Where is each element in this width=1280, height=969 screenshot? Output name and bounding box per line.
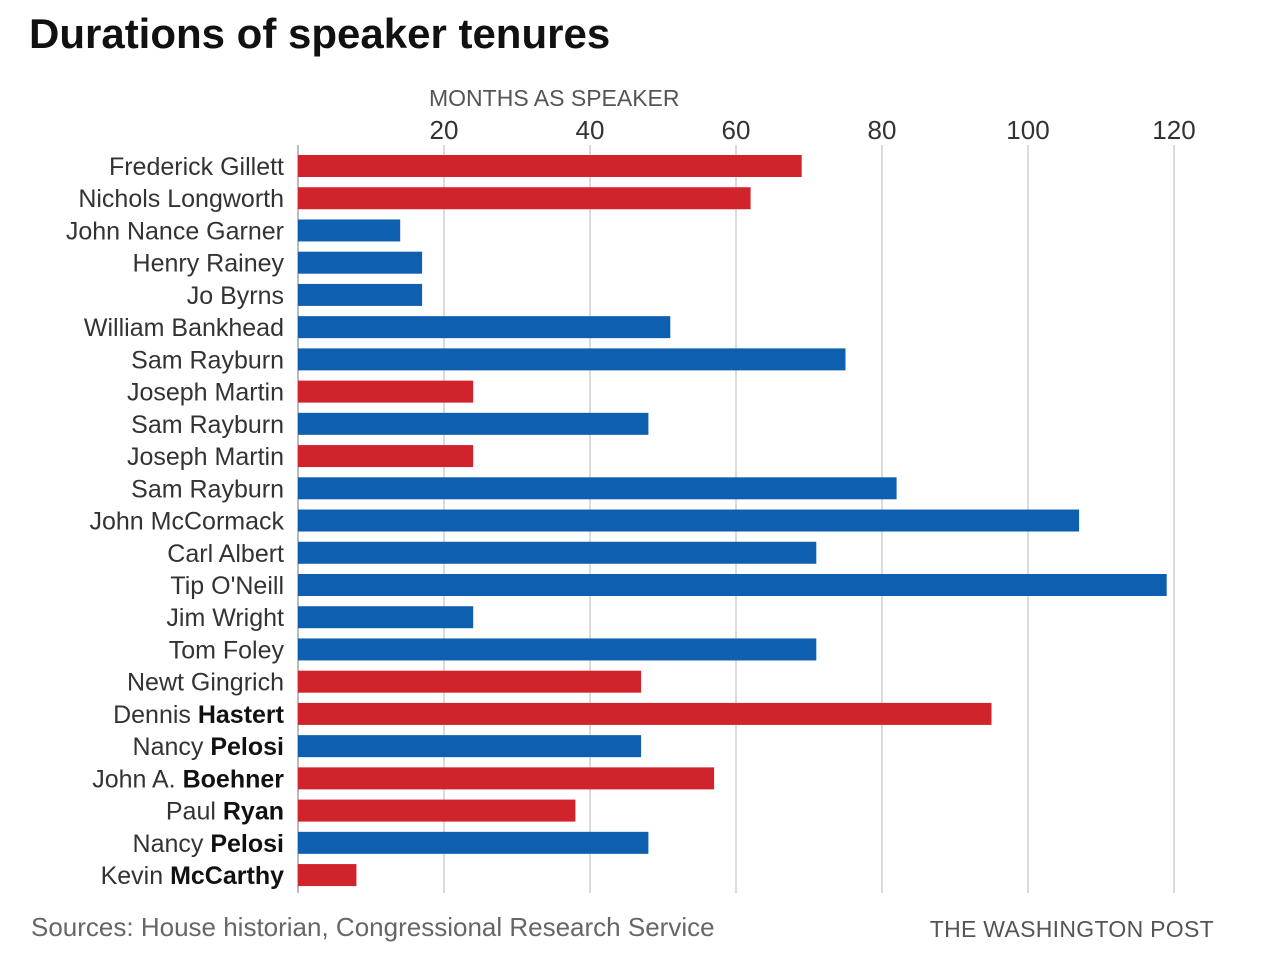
chart-title: Durations of speaker tenures xyxy=(29,10,611,57)
bar xyxy=(298,251,423,274)
category-label: John Nance Garner xyxy=(66,217,284,245)
x-tick-label: 60 xyxy=(722,115,751,145)
bar xyxy=(298,445,474,468)
publisher-credit: THE WASHINGTON POST xyxy=(929,916,1214,942)
bar xyxy=(298,283,423,306)
bar xyxy=(298,316,671,339)
category-label: Nancy Pelosi xyxy=(133,733,284,761)
category-label: William Bankhead xyxy=(84,314,284,342)
category-label-first: Tip O'Neill xyxy=(170,572,284,600)
category-label: Paul Ryan xyxy=(166,798,284,826)
bar xyxy=(298,735,642,758)
category-label: Jim Wright xyxy=(166,604,284,632)
category-label-first: John A. xyxy=(92,765,182,793)
category-label: Joseph Martin xyxy=(127,379,284,407)
category-label-first: Kevin xyxy=(101,862,170,890)
category-label-first: Nancy xyxy=(133,733,211,761)
category-label-last: Pelosi xyxy=(210,733,284,761)
bar xyxy=(298,573,1167,596)
category-label: John McCormack xyxy=(90,508,285,536)
category-label-first: Newt Gingrich xyxy=(127,669,284,697)
category-label-first: John McCormack xyxy=(90,508,285,536)
category-label: Sam Rayburn xyxy=(131,346,284,374)
category-label-last: Pelosi xyxy=(210,830,284,858)
category-label-first: Joseph Martin xyxy=(127,443,284,471)
category-label-first: Sam Rayburn xyxy=(131,411,284,439)
category-label-first: Frederick Gillett xyxy=(109,153,284,181)
x-axis-label: MONTHS AS SPEAKER xyxy=(429,85,680,111)
category-label: Jo Byrns xyxy=(187,282,284,310)
category-label: Joseph Martin xyxy=(127,443,284,471)
category-label: Sam Rayburn xyxy=(131,475,284,503)
category-label-last: Hastert xyxy=(198,701,285,729)
category-label: Henry Rainey xyxy=(133,250,285,278)
x-tick-label: 40 xyxy=(576,115,605,145)
category-label-first: William Bankhead xyxy=(84,314,284,342)
bar xyxy=(298,606,474,629)
category-label: Carl Albert xyxy=(167,540,284,568)
x-tick-label: 80 xyxy=(868,115,897,145)
bar xyxy=(298,638,817,661)
bar xyxy=(298,380,474,403)
bar xyxy=(298,670,642,693)
category-label: Newt Gingrich xyxy=(127,669,284,697)
bar xyxy=(298,477,897,500)
x-tick-label: 20 xyxy=(430,115,459,145)
category-label: Frederick Gillett xyxy=(109,153,284,181)
category-label-first: Dennis xyxy=(113,701,198,729)
bar xyxy=(298,767,715,790)
category-label: Dennis Hastert xyxy=(113,701,285,729)
category-label-first: Sam Rayburn xyxy=(131,346,284,374)
x-tick-label: 120 xyxy=(1152,115,1195,145)
bar xyxy=(298,155,802,177)
category-label-first: Henry Rainey xyxy=(133,250,285,278)
category-label-first: Nichols Longworth xyxy=(78,185,284,213)
bar xyxy=(298,541,817,564)
category-label: Sam Rayburn xyxy=(131,411,284,439)
category-label: John A. Boehner xyxy=(92,765,284,793)
category-label-first: Tom Foley xyxy=(169,636,285,664)
bar xyxy=(298,864,357,887)
bar xyxy=(298,509,1080,532)
category-label-first: Nancy xyxy=(133,830,211,858)
sources-note: Sources: House historian, Congressional … xyxy=(31,912,715,942)
category-label-first: Paul xyxy=(166,798,223,826)
category-label: Tip O'Neill xyxy=(170,572,284,600)
bar xyxy=(298,219,401,242)
bar xyxy=(298,799,576,822)
category-label-last: Ryan xyxy=(223,798,284,826)
category-label-first: John Nance Garner xyxy=(66,217,284,245)
category-label-first: Joseph Martin xyxy=(127,379,284,407)
category-label-first: Carl Albert xyxy=(167,540,284,568)
category-label-first: Jim Wright xyxy=(166,604,284,632)
category-label: Kevin McCarthy xyxy=(101,862,284,890)
bar xyxy=(298,702,992,725)
bar xyxy=(298,412,649,435)
category-label-last: Boehner xyxy=(183,765,285,793)
bar xyxy=(298,348,846,371)
bar xyxy=(298,831,649,854)
x-tick-label: 100 xyxy=(1006,115,1049,145)
bar xyxy=(298,187,751,210)
category-label: Nichols Longworth xyxy=(78,185,284,213)
category-label-first: Jo Byrns xyxy=(187,282,284,310)
category-label-first: Sam Rayburn xyxy=(131,475,284,503)
category-label: Nancy Pelosi xyxy=(133,830,284,858)
category-label: Tom Foley xyxy=(169,636,285,664)
category-label-last: McCarthy xyxy=(170,862,284,890)
